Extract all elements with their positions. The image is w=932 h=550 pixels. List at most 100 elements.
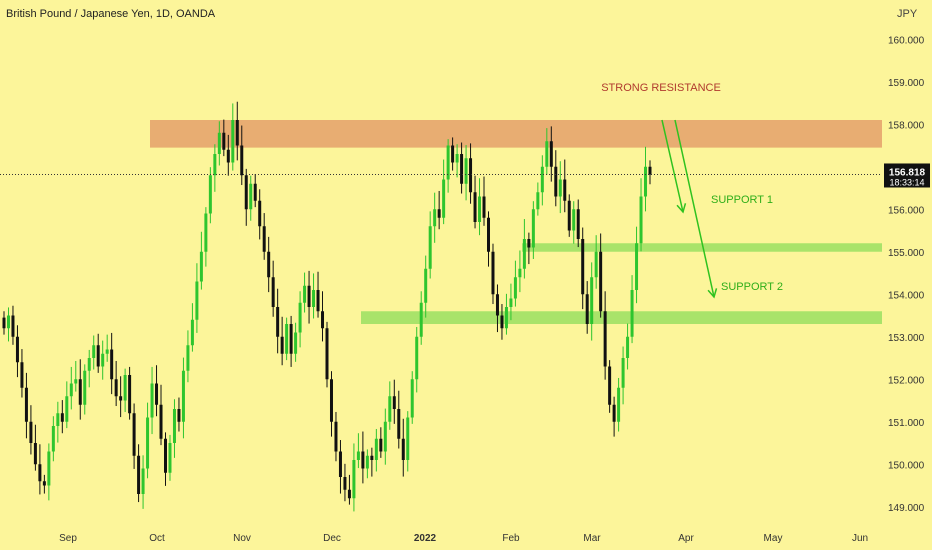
candle-body <box>329 379 333 422</box>
last-price-tag <box>884 163 930 188</box>
support-2-zone <box>361 311 882 324</box>
candle-body <box>253 183 257 201</box>
candle-body <box>549 141 553 167</box>
price-tick-label: 149.000 <box>888 503 925 514</box>
time-axis[interactable]: Sep Oct Nov Dec 2022 Feb Mar Apr May Jun <box>59 533 868 544</box>
candle-body <box>639 196 643 244</box>
candle-body <box>563 179 567 201</box>
support-1-zone-label: SUPPORT 1 <box>711 194 773 206</box>
candle-body <box>572 209 576 231</box>
candle-body <box>495 294 499 316</box>
chart-title: British Pound / Japanese Yen, 1D, OANDA <box>6 8 216 20</box>
candle-body <box>190 319 194 346</box>
candle-body <box>285 324 289 354</box>
candle-body <box>38 464 42 482</box>
candle-body <box>585 294 589 324</box>
candle-body <box>545 141 549 167</box>
candle-body <box>87 358 91 371</box>
candle-body <box>105 349 109 354</box>
candle-body <box>150 383 154 418</box>
candle-body <box>110 349 114 380</box>
candle-body <box>159 404 163 439</box>
time-tick-label: Sep <box>59 533 77 544</box>
candle-body <box>522 239 526 269</box>
price-axis[interactable]: 149.000 150.000 151.000 152.000 153.000 154.0… <box>884 35 930 514</box>
candle-body <box>141 468 145 494</box>
candle-body <box>199 251 203 282</box>
candle-body <box>410 379 414 418</box>
candle-body <box>51 426 55 452</box>
candle-body <box>307 285 311 307</box>
price-tick-label: 160.000 <box>888 35 925 46</box>
candle-body <box>316 290 320 312</box>
candle-body <box>226 149 230 163</box>
time-tick-label: Feb <box>502 533 520 544</box>
candle-body <box>527 239 531 248</box>
candle-body <box>267 251 271 278</box>
candle-body <box>168 443 172 473</box>
candle-body <box>338 451 342 477</box>
candle-body <box>186 345 190 371</box>
candle-body <box>437 209 441 218</box>
candle-body <box>554 166 558 197</box>
candle-body <box>303 285 307 303</box>
candle-body <box>464 158 468 184</box>
time-tick-label: Apr <box>678 533 694 544</box>
candle-body <box>294 332 298 354</box>
candle-body <box>361 451 365 469</box>
time-tick-label: Dec <box>323 533 341 544</box>
candle-body <box>347 489 351 499</box>
resistance-zone-label: STRONG RESISTANCE <box>601 82 721 94</box>
support-2-zone-label: SUPPORT 2 <box>721 281 783 293</box>
candle-body <box>92 345 96 358</box>
candle-body <box>388 396 392 422</box>
candle-body <box>213 154 217 176</box>
candle-body <box>321 311 325 329</box>
candle-body <box>155 383 159 405</box>
candle-body <box>626 336 630 358</box>
candle-body <box>374 438 378 460</box>
candle-body <box>603 311 607 367</box>
price-tick-label: 156.000 <box>888 205 925 216</box>
candle-body <box>487 217 490 252</box>
candle-body <box>451 145 455 163</box>
price-tick-label: 154.000 <box>888 290 925 301</box>
candles-layer <box>2 101 652 512</box>
candle-body <box>312 290 316 307</box>
time-tick-label: Oct <box>149 533 165 544</box>
last-price-value: 156.818 <box>889 167 926 178</box>
time-tick-label: May <box>764 533 783 544</box>
candle-body <box>406 417 410 460</box>
candle-body <box>15 336 19 363</box>
candle-body <box>164 438 167 473</box>
candle-body <box>101 353 105 367</box>
candle-body <box>576 209 580 239</box>
candle-body <box>47 451 51 486</box>
candle-body <box>78 379 82 405</box>
candle-body <box>590 277 594 324</box>
candle-body <box>455 154 459 163</box>
candle-body <box>69 383 73 397</box>
price-tick-label: 152.000 <box>888 375 925 386</box>
candle-body <box>217 132 221 154</box>
candle-body <box>2 317 6 329</box>
time-tick-label: Mar <box>583 533 601 544</box>
price-tick-label: 158.000 <box>888 120 925 131</box>
candle-body <box>442 179 446 218</box>
price-tick-label: 151.000 <box>888 418 925 429</box>
candle-body <box>352 460 356 499</box>
candle-body <box>74 379 78 384</box>
price-tick-label: 155.000 <box>888 248 925 259</box>
candle-body <box>446 145 450 180</box>
candle-body <box>594 251 598 278</box>
candle-body <box>392 396 396 409</box>
forecast-arrow-2 <box>674 119 715 298</box>
candle-body <box>258 200 262 227</box>
candle-body <box>222 132 226 150</box>
currency-label: JPY <box>897 8 918 20</box>
candle-body <box>60 413 64 422</box>
price-tick-label: 153.000 <box>888 333 925 344</box>
candle-body <box>56 413 60 426</box>
